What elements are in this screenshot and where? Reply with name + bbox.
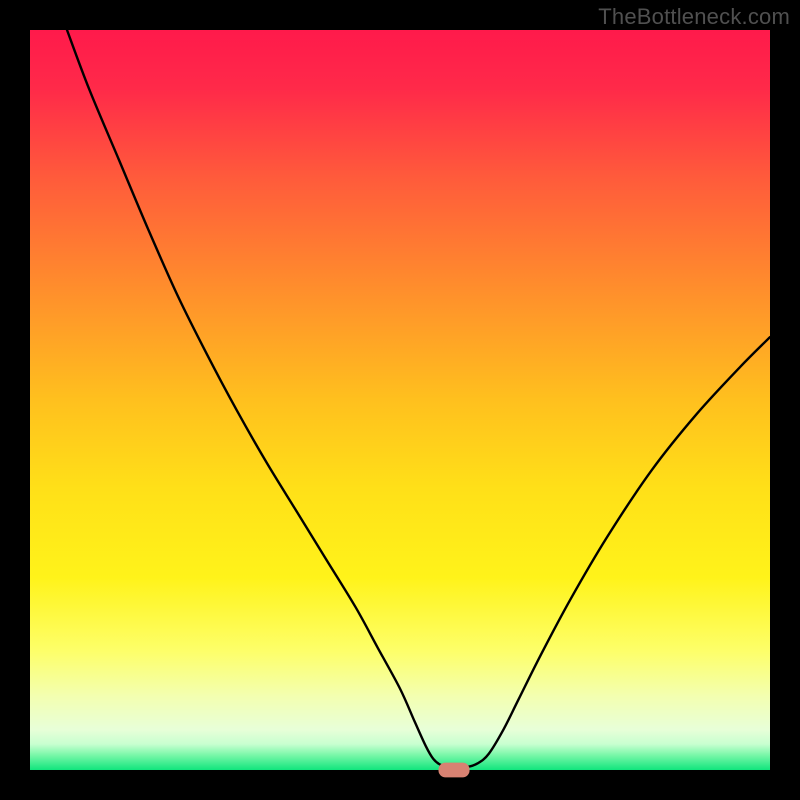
plot-background-gradient <box>30 30 770 770</box>
optimal-point-marker <box>438 763 469 778</box>
attribution-label: TheBottleneck.com <box>598 4 790 30</box>
chart-svg <box>0 0 800 800</box>
chart-stage: TheBottleneck.com <box>0 0 800 800</box>
